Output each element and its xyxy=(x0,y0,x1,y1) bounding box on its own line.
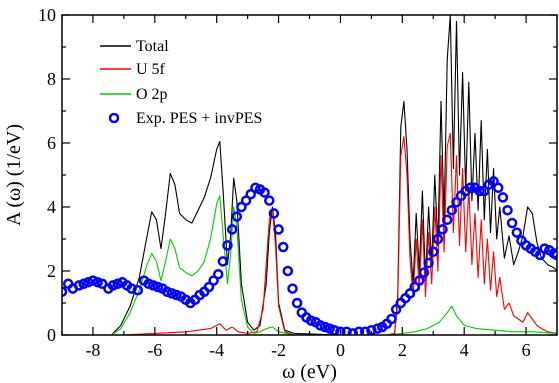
data-point-exp-pes-invpes-15 xyxy=(132,284,144,296)
data-point-exp-pes-invpes-79 xyxy=(441,214,453,226)
y-tick-label: 10 xyxy=(38,5,56,25)
series-line-u-5f xyxy=(62,132,557,335)
data-point-exp-pes-invpes-42 xyxy=(259,187,270,198)
x-tick-label: -6 xyxy=(147,340,162,360)
series-group xyxy=(62,15,557,335)
data-point-exp-pes-invpes-36 xyxy=(231,211,243,222)
data-point-exp-pes-invpes-61 xyxy=(353,326,365,335)
data-point-exp-pes-invpes-22 xyxy=(166,288,178,299)
data-point-exp-pes-invpes-35 xyxy=(226,224,238,235)
y-tick-label: 0 xyxy=(47,325,56,345)
data-point-exp-pes-invpes-47 xyxy=(282,265,294,277)
data-point-exp-pes-invpes-92 xyxy=(502,204,513,216)
x-tick-label: -4 xyxy=(209,340,224,360)
data-point-exp-pes-invpes-60 xyxy=(347,328,359,335)
data-point-exp-pes-invpes-59 xyxy=(341,326,352,335)
series-line-o-2p xyxy=(111,195,557,335)
data-point-exp-pes-invpes-84 xyxy=(465,182,476,194)
x-axis-title: ω (eV) xyxy=(282,361,337,383)
data-point-exp-pes-invpes-49 xyxy=(291,297,303,309)
data-point-exp-pes-invpes-52 xyxy=(305,315,317,326)
legend-label-o2p: O 2p xyxy=(136,86,168,103)
data-point-exp-pes-invpes-71 xyxy=(404,288,416,299)
y-tick-label: 8 xyxy=(47,69,56,89)
data-point-exp-pes-invpes-62 xyxy=(359,326,371,335)
x-tick-label: 4 xyxy=(460,340,469,360)
y-tick-label: 4 xyxy=(47,197,56,217)
plot-area: -8 -6 -4 -2 0 2 4 6 0 2 4 6 8 10 ω (eV) A (ω) (1/eV) xyxy=(3,5,558,383)
data-point-exp-pes-invpes-90 xyxy=(492,182,504,194)
data-point-exp-pes-invpes-32 xyxy=(212,268,224,280)
series-markers-exp-pes-invpes xyxy=(62,176,557,335)
x-tick-label: 0 xyxy=(336,340,345,360)
data-point-exp-pes-invpes-67 xyxy=(386,313,397,325)
data-point-exp-pes-invpes-80 xyxy=(446,204,458,216)
data-point-exp-pes-invpes-73 xyxy=(414,275,425,286)
data-point-exp-pes-invpes-14 xyxy=(126,283,137,294)
data-point-exp-pes-invpes-10 xyxy=(107,280,119,291)
data-point-exp-pes-invpes-94 xyxy=(511,227,523,238)
data-point-exp-pes-invpes-6 xyxy=(87,275,99,286)
data-point-exp-pes-invpes-33 xyxy=(217,256,229,267)
data-point-exp-pes-invpes-48 xyxy=(287,283,298,294)
series-line-total xyxy=(111,15,557,335)
data-point-exp-pes-invpes-34 xyxy=(222,240,233,251)
data-point-exp-pes-invpes-68 xyxy=(390,304,402,315)
y-tick-label: 2 xyxy=(47,261,56,281)
x-tick-label: -2 xyxy=(271,340,286,360)
data-point-exp-pes-invpes-76 xyxy=(428,246,439,258)
data-point-exp-pes-invpes-0 xyxy=(62,286,68,298)
data-point-exp-pes-invpes-17 xyxy=(143,278,154,290)
data-point-exp-pes-invpes-56 xyxy=(324,323,335,334)
data-point-exp-pes-invpes-77 xyxy=(432,233,444,245)
data-point-exp-pes-invpes-45 xyxy=(273,224,284,235)
data-point-exp-pes-invpes-74 xyxy=(418,267,430,278)
data-point-exp-pes-invpes-39 xyxy=(245,188,256,200)
data-point-exp-pes-invpes-3 xyxy=(73,280,85,291)
legend-swatch-exp xyxy=(108,112,120,124)
data-point-exp-pes-invpes-57 xyxy=(329,324,340,335)
legend-label-exp: Exp. PES + invPES xyxy=(136,110,262,127)
x-tick-label: 6 xyxy=(522,340,531,360)
legend: Total U 5f O 2p Exp. PES + invPES xyxy=(100,38,262,127)
y-axis-title: A (ω) (1/eV) xyxy=(3,124,25,226)
x-tick-label: 2 xyxy=(398,340,407,360)
y-tick-label: 6 xyxy=(47,133,56,153)
data-point-exp-pes-invpes-93 xyxy=(506,217,518,229)
data-point-exp-pes-invpes-8 xyxy=(96,278,108,290)
x-tick-label: -8 xyxy=(85,340,100,360)
data-point-exp-pes-invpes-43 xyxy=(264,195,275,206)
data-point-exp-pes-invpes-44 xyxy=(268,208,280,219)
data-point-exp-pes-invpes-103 xyxy=(551,249,557,261)
data-point-exp-pes-invpes-37 xyxy=(236,201,247,213)
legend-label-u5f: U 5f xyxy=(136,61,166,78)
data-point-exp-pes-invpes-100 xyxy=(539,243,550,254)
data-point-exp-pes-invpes-86 xyxy=(474,185,485,197)
axes: -8 -6 -4 -2 0 2 4 6 0 2 4 6 8 10 ω (eV) A (ω) (1/eV) xyxy=(3,5,558,383)
data-point-exp-pes-invpes-91 xyxy=(497,192,509,203)
data-point-exp-pes-invpes-54 xyxy=(315,320,326,331)
legend-label-total: Total xyxy=(136,38,169,55)
data-point-exp-pes-invpes-78 xyxy=(437,224,448,235)
data-point-exp-pes-invpes-75 xyxy=(423,257,434,269)
data-point-exp-pes-invpes-46 xyxy=(277,241,289,253)
